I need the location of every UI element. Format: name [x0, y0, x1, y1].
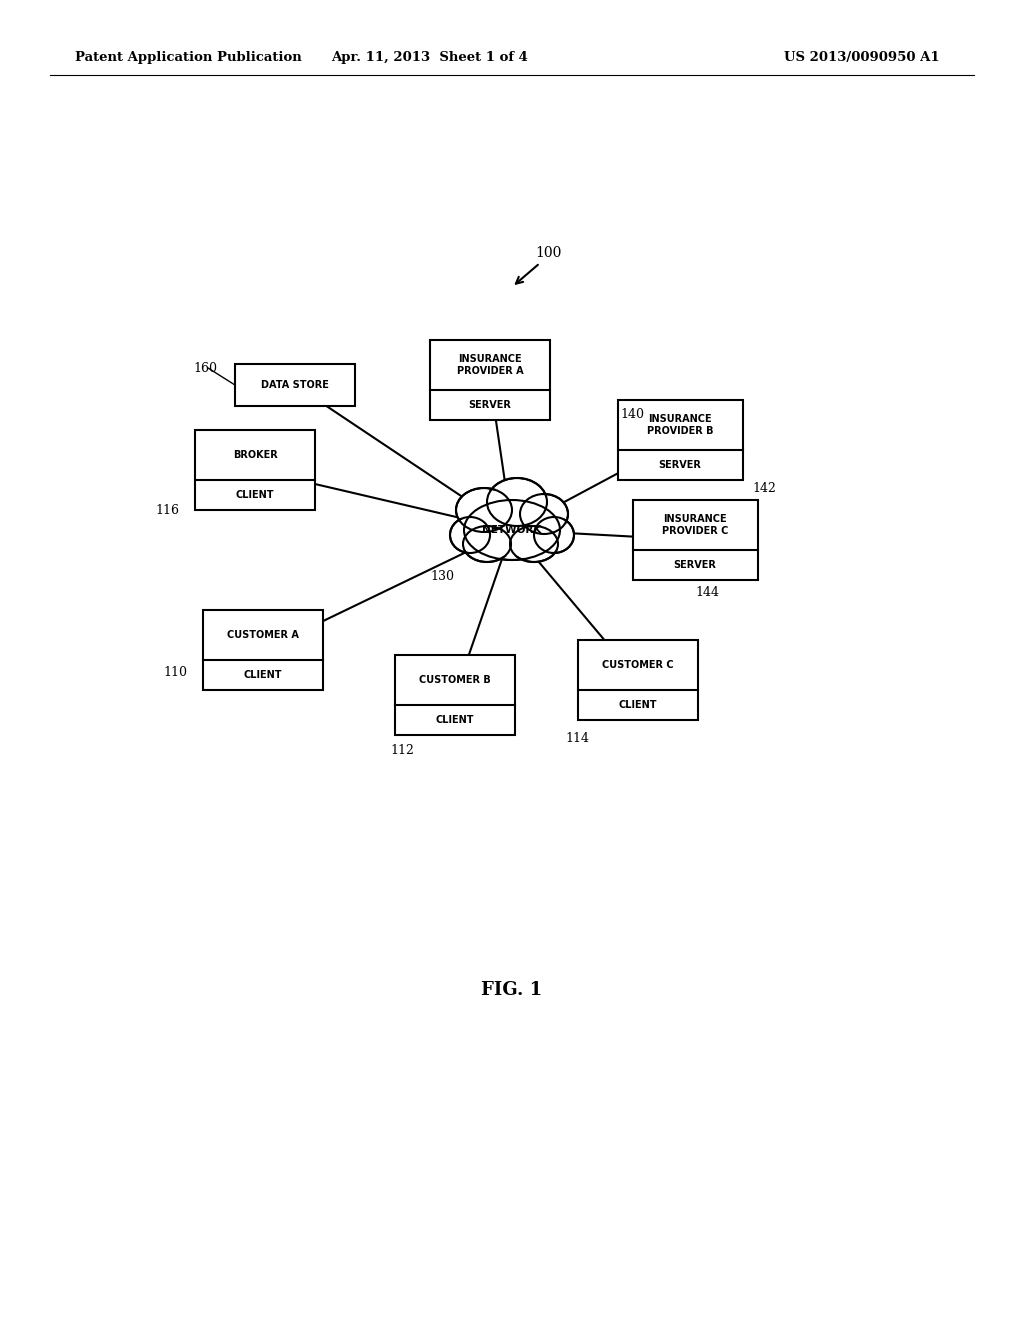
Text: 130: 130: [430, 570, 454, 583]
Text: SERVER: SERVER: [469, 400, 511, 409]
Bar: [234, 364, 355, 407]
Ellipse shape: [460, 491, 509, 529]
Text: SERVER: SERVER: [674, 560, 717, 570]
Text: CLIENT: CLIENT: [618, 700, 657, 710]
Text: CLIENT: CLIENT: [436, 715, 474, 725]
Ellipse shape: [453, 519, 487, 550]
Text: 160: 160: [193, 362, 217, 375]
Ellipse shape: [464, 500, 560, 560]
Text: INSURANCE
PROVIDER C: INSURANCE PROVIDER C: [662, 513, 728, 536]
Text: 140: 140: [620, 408, 644, 421]
Text: CUSTOMER C: CUSTOMER C: [602, 660, 674, 669]
Ellipse shape: [463, 525, 511, 562]
Ellipse shape: [456, 488, 512, 532]
Text: CUSTOMER A: CUSTOMER A: [227, 630, 299, 640]
Bar: [578, 640, 698, 719]
Ellipse shape: [520, 494, 568, 535]
Ellipse shape: [466, 528, 508, 560]
Bar: [395, 655, 515, 735]
Text: CUSTOMER B: CUSTOMER B: [419, 675, 490, 685]
Text: CLIENT: CLIENT: [244, 669, 283, 680]
Text: DATA STORE: DATA STORE: [261, 380, 329, 389]
Ellipse shape: [487, 478, 547, 525]
Bar: [203, 610, 323, 690]
Text: FIG. 1: FIG. 1: [481, 981, 543, 999]
Text: US 2013/0090950 A1: US 2013/0090950 A1: [784, 51, 940, 65]
Bar: [430, 341, 550, 420]
Text: CLIENT: CLIENT: [236, 490, 274, 500]
Ellipse shape: [523, 496, 565, 532]
Ellipse shape: [470, 504, 554, 557]
Text: NETWORK: NETWORK: [482, 525, 542, 535]
Text: Patent Application Publication: Patent Application Publication: [75, 51, 302, 65]
Text: 100: 100: [535, 246, 561, 260]
Text: INSURANCE
PROVIDER A: INSURANCE PROVIDER A: [457, 354, 523, 376]
Ellipse shape: [490, 480, 544, 523]
Text: SERVER: SERVER: [658, 459, 701, 470]
Text: 144: 144: [695, 586, 719, 599]
Ellipse shape: [537, 519, 571, 550]
Text: 110: 110: [163, 665, 187, 678]
Ellipse shape: [513, 528, 555, 560]
Ellipse shape: [510, 525, 558, 562]
Ellipse shape: [450, 517, 490, 553]
Text: 112: 112: [390, 743, 414, 756]
Bar: [195, 430, 315, 510]
Text: 114: 114: [565, 731, 589, 744]
Text: 142: 142: [752, 482, 776, 495]
Text: INSURANCE
PROVIDER B: INSURANCE PROVIDER B: [647, 413, 714, 436]
Text: Apr. 11, 2013  Sheet 1 of 4: Apr. 11, 2013 Sheet 1 of 4: [332, 51, 528, 65]
Bar: [633, 500, 758, 579]
Bar: [617, 400, 742, 480]
Text: BROKER: BROKER: [232, 450, 278, 459]
Text: 116: 116: [155, 503, 179, 516]
Ellipse shape: [534, 517, 574, 553]
